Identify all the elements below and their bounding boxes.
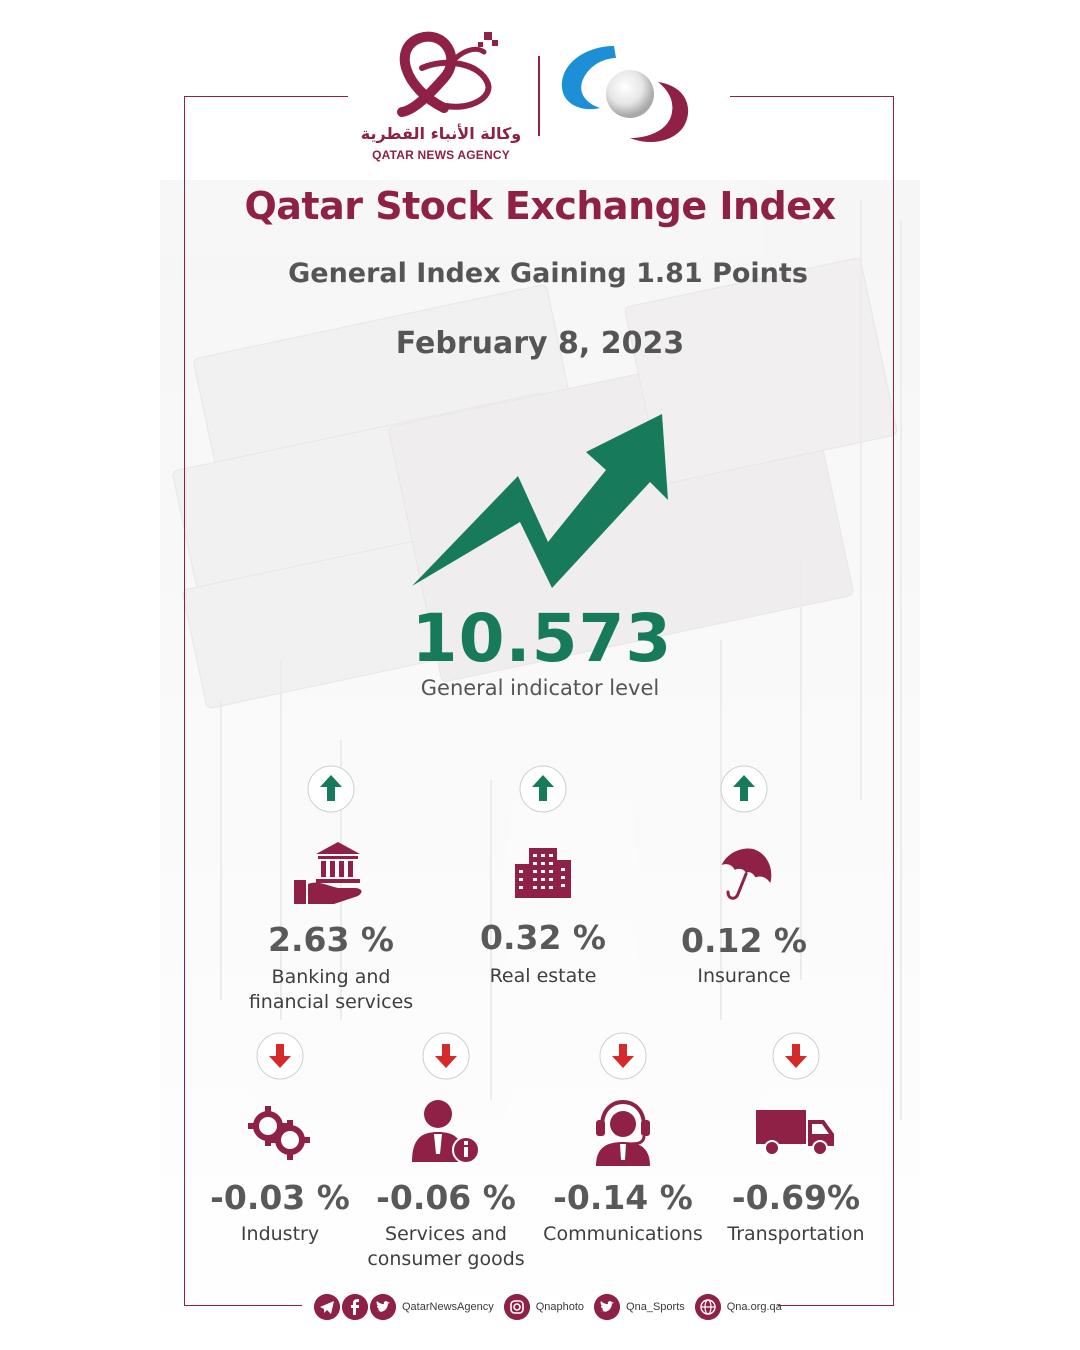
- sector-label: Services and: [385, 1223, 507, 1245]
- truck-icon: [756, 1110, 834, 1156]
- chart-candle: [860, 200, 862, 800]
- logo-divider: [538, 56, 540, 136]
- down-arrow-icon: [772, 1032, 820, 1080]
- instagram-icon[interactable]: [503, 1294, 530, 1320]
- headset-agent-icon: [596, 1099, 650, 1166]
- globe-icon[interactable]: [694, 1294, 721, 1320]
- logo-arabic-text: وكالة الأنباء القطرية: [360, 124, 522, 143]
- sector-percentage: -0.69%: [731, 1178, 861, 1217]
- bank-hand-icon: [294, 842, 362, 904]
- sector-label: Transportation: [727, 1223, 865, 1245]
- footer-twitter-handle[interactable]: Qna_Sports: [626, 1301, 685, 1313]
- sector-label: Banking and: [271, 966, 391, 988]
- up-arrow-icon: [720, 765, 768, 813]
- sector-percentage: -0.03 %: [210, 1178, 350, 1217]
- sector-label: Real estate: [489, 965, 597, 987]
- up-arrow-icon: [519, 765, 567, 813]
- background-banknotes-image: [160, 180, 920, 1350]
- logo-english-text: QATAR NEWS AGENCY: [372, 148, 510, 162]
- footer-instagram-handle[interactable]: Qnaphoto: [535, 1301, 585, 1313]
- page-subtitle: General Index Gaining 1.81 Points: [288, 258, 808, 289]
- sector-percentage: -0.14 %: [553, 1178, 693, 1217]
- index-value: 10.573: [411, 600, 673, 677]
- page-title: Qatar Stock Exchange Index: [244, 184, 836, 228]
- sector-label: Insurance: [697, 965, 791, 987]
- logo-block: وكالة الأنباء القطرية QATAR NEWS AGENCY: [354, 28, 724, 170]
- footer-handle[interactable]: QatarNewsAgency: [402, 1301, 494, 1313]
- ministry-logo-icon: [561, 46, 689, 142]
- service-person-icon: [412, 1100, 480, 1164]
- sector-label: Industry: [240, 1223, 320, 1245]
- index-caption: General indicator level: [420, 676, 660, 700]
- trend-up-arrow-icon: [412, 414, 668, 588]
- footer-website[interactable]: Qna.org.qa: [726, 1301, 782, 1313]
- umbrella-icon: [721, 848, 772, 900]
- sector-percentage: -0.06 %: [376, 1178, 516, 1217]
- facebook-icon[interactable]: [342, 1294, 368, 1320]
- chart-candle: [900, 220, 902, 1120]
- twitter-icon[interactable]: [594, 1294, 621, 1320]
- chart-candle: [490, 780, 492, 1100]
- sector-percentage: 0.12 %: [681, 921, 807, 960]
- chart-candle: [220, 700, 222, 1000]
- down-arrow-icon: [256, 1032, 304, 1080]
- down-arrow-icon: [599, 1032, 647, 1080]
- twitter-icon[interactable]: [370, 1294, 396, 1320]
- report-date: February 8, 2023: [395, 326, 685, 361]
- social-footer: QatarNewsAgency Qnaphoto Qna_Sports Qna.…: [314, 1293, 792, 1321]
- chart-candle: [280, 660, 282, 1020]
- chart-candle: [720, 640, 722, 1020]
- gears-icon: [248, 1106, 310, 1160]
- chart-candle: [800, 560, 802, 980]
- buildings-icon: [515, 848, 571, 898]
- sector-percentage: 0.32 %: [480, 918, 606, 957]
- frame-gap: [302, 1296, 778, 1314]
- sector-label: consumer goods: [367, 1248, 525, 1270]
- telegram-icon[interactable]: [314, 1294, 340, 1320]
- down-arrow-icon: [422, 1032, 470, 1080]
- sector-percentage: 2.63 %: [268, 920, 394, 959]
- up-arrow-icon: [307, 765, 355, 813]
- qna-logo-icon: [397, 31, 498, 117]
- sector-label: Communications: [543, 1223, 703, 1245]
- sector-label: financial services: [248, 991, 414, 1013]
